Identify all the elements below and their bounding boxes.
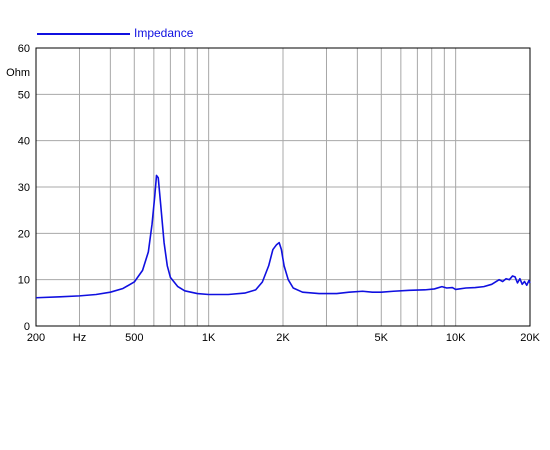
- y-tick-label-0: 0: [24, 321, 30, 333]
- plot-frame: [35, 47, 531, 327]
- y-tick-label-20: 20: [18, 228, 30, 240]
- x-tick-label-500: 500: [125, 332, 143, 344]
- y-tick-label-40: 40: [18, 136, 30, 148]
- y-tick-label-60: 60: [18, 43, 30, 55]
- x-tick-label-2k: 2K: [276, 332, 290, 344]
- y-tick-labels: 0 10 20 30 40 50 60: [18, 43, 30, 333]
- y-tick-label-30: 30: [18, 182, 30, 194]
- x-tick-label-hz: Hz: [73, 332, 86, 344]
- x-tick-label-20k: 20K: [520, 332, 540, 344]
- series-layer: [35, 174, 531, 299]
- series-line-impedance: [35, 174, 531, 299]
- y-tick-label-10: 10: [18, 275, 30, 287]
- x-tick-label-10k: 10K: [446, 332, 466, 344]
- x-tick-labels: 200 Hz 500 1K 2K 5K 10K 20K: [27, 332, 541, 344]
- x-tick-label-5k: 5K: [375, 332, 389, 344]
- y-tick-label-50: 50: [18, 89, 30, 101]
- legend: Impedance: [37, 26, 194, 40]
- y-unit-label: Ohm: [6, 67, 30, 79]
- x-tick-label-200: 200: [27, 332, 45, 344]
- x-tick-label-1k: 1K: [202, 332, 216, 344]
- grid: [36, 48, 530, 326]
- legend-label-impedance: Impedance: [134, 26, 194, 40]
